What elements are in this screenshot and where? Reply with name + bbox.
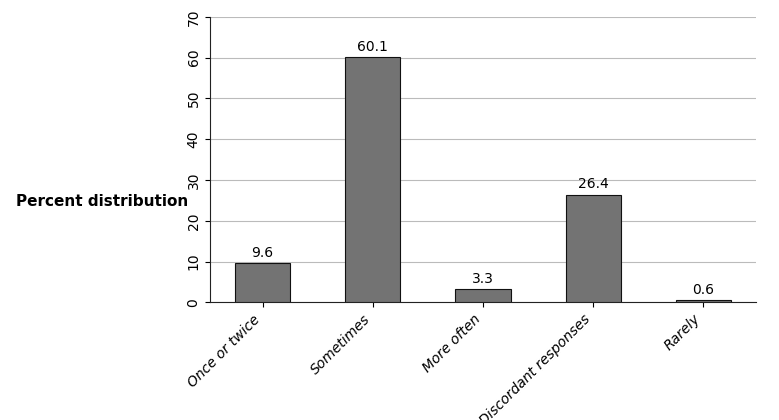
Text: 0.6: 0.6 — [693, 283, 714, 297]
Bar — [566, 195, 621, 302]
Text: Percent distribution: Percent distribution — [16, 194, 188, 209]
Bar — [456, 289, 510, 302]
Bar — [235, 263, 291, 302]
Text: 9.6: 9.6 — [252, 246, 273, 260]
Text: 3.3: 3.3 — [472, 272, 494, 286]
Bar — [345, 57, 400, 302]
Bar — [675, 300, 731, 302]
Text: 26.4: 26.4 — [578, 177, 608, 192]
Text: 60.1: 60.1 — [358, 40, 388, 54]
